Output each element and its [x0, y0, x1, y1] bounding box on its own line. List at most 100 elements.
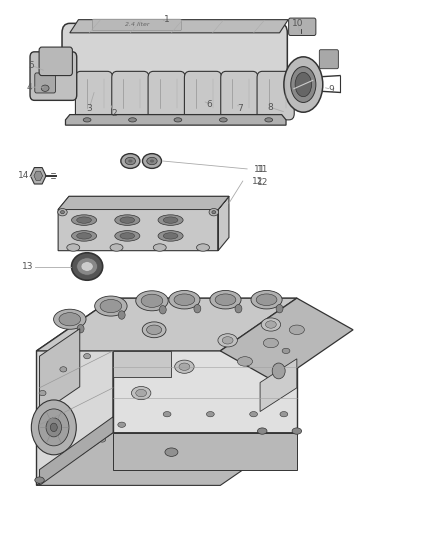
Ellipse shape — [209, 208, 219, 216]
Polygon shape — [39, 417, 113, 486]
Ellipse shape — [77, 258, 98, 275]
Circle shape — [159, 305, 166, 314]
Text: 8: 8 — [267, 103, 273, 112]
Polygon shape — [113, 433, 297, 470]
Circle shape — [272, 363, 285, 379]
Text: 3: 3 — [86, 104, 92, 113]
Ellipse shape — [39, 391, 46, 395]
Ellipse shape — [218, 334, 237, 347]
Ellipse shape — [81, 262, 93, 271]
FancyBboxPatch shape — [39, 47, 72, 76]
Text: 2: 2 — [112, 109, 117, 118]
FancyBboxPatch shape — [319, 50, 338, 69]
Ellipse shape — [237, 357, 253, 366]
Ellipse shape — [256, 294, 277, 305]
Ellipse shape — [60, 367, 67, 372]
Text: 7: 7 — [237, 104, 243, 113]
Ellipse shape — [197, 244, 209, 251]
Ellipse shape — [163, 411, 171, 417]
Text: 9: 9 — [328, 85, 334, 94]
Text: 4: 4 — [27, 83, 32, 92]
Ellipse shape — [174, 118, 182, 122]
Ellipse shape — [169, 290, 200, 309]
Polygon shape — [66, 115, 286, 125]
Text: 6: 6 — [207, 100, 212, 109]
Ellipse shape — [179, 363, 190, 370]
Ellipse shape — [99, 437, 106, 442]
Ellipse shape — [292, 428, 302, 434]
Ellipse shape — [251, 290, 282, 309]
Ellipse shape — [35, 477, 44, 483]
Circle shape — [276, 304, 283, 313]
Ellipse shape — [261, 318, 281, 331]
Ellipse shape — [265, 321, 276, 328]
FancyBboxPatch shape — [184, 71, 222, 120]
Ellipse shape — [125, 157, 135, 165]
Ellipse shape — [120, 233, 134, 239]
Polygon shape — [36, 298, 297, 351]
Text: 13: 13 — [22, 262, 34, 271]
Polygon shape — [220, 298, 353, 383]
Polygon shape — [70, 20, 288, 33]
Ellipse shape — [280, 411, 288, 417]
Ellipse shape — [174, 294, 195, 305]
FancyBboxPatch shape — [112, 71, 149, 120]
FancyBboxPatch shape — [221, 71, 258, 120]
Ellipse shape — [67, 244, 80, 251]
Text: 5: 5 — [28, 61, 34, 69]
Ellipse shape — [71, 231, 97, 241]
Polygon shape — [36, 298, 113, 486]
Polygon shape — [260, 359, 297, 411]
Circle shape — [32, 400, 76, 455]
Ellipse shape — [215, 294, 236, 305]
Circle shape — [235, 304, 242, 313]
Ellipse shape — [115, 215, 140, 225]
FancyBboxPatch shape — [35, 73, 56, 93]
Ellipse shape — [58, 208, 67, 216]
Text: 11: 11 — [257, 165, 268, 174]
Ellipse shape — [222, 337, 233, 344]
Ellipse shape — [147, 157, 157, 165]
Ellipse shape — [71, 253, 102, 280]
Ellipse shape — [289, 325, 304, 335]
Polygon shape — [113, 298, 297, 433]
Ellipse shape — [158, 231, 183, 241]
Text: 1: 1 — [164, 15, 170, 24]
Text: 11: 11 — [254, 165, 266, 174]
FancyBboxPatch shape — [30, 52, 77, 100]
Ellipse shape — [141, 294, 163, 308]
FancyBboxPatch shape — [289, 18, 316, 36]
Ellipse shape — [258, 428, 267, 434]
FancyBboxPatch shape — [257, 71, 294, 120]
Ellipse shape — [284, 57, 323, 112]
Ellipse shape — [136, 291, 168, 311]
Ellipse shape — [212, 211, 216, 214]
Ellipse shape — [163, 217, 178, 223]
Ellipse shape — [120, 217, 134, 223]
Ellipse shape — [250, 411, 258, 417]
Ellipse shape — [263, 338, 279, 348]
Ellipse shape — [110, 244, 123, 251]
Ellipse shape — [158, 215, 183, 225]
Ellipse shape — [295, 72, 311, 96]
Ellipse shape — [165, 448, 178, 456]
Polygon shape — [58, 196, 229, 209]
Ellipse shape — [100, 300, 122, 313]
Ellipse shape — [142, 322, 166, 338]
Ellipse shape — [77, 449, 84, 455]
Ellipse shape — [153, 244, 166, 251]
Ellipse shape — [39, 476, 46, 481]
Ellipse shape — [115, 231, 140, 241]
Ellipse shape — [121, 154, 140, 168]
Polygon shape — [58, 196, 229, 251]
FancyBboxPatch shape — [62, 23, 287, 89]
Ellipse shape — [206, 411, 214, 417]
Circle shape — [194, 304, 201, 313]
Ellipse shape — [129, 118, 136, 122]
Text: 10: 10 — [292, 19, 304, 28]
Ellipse shape — [60, 211, 64, 214]
Ellipse shape — [136, 390, 147, 397]
Ellipse shape — [83, 118, 91, 122]
Circle shape — [39, 409, 69, 446]
Polygon shape — [36, 433, 297, 486]
